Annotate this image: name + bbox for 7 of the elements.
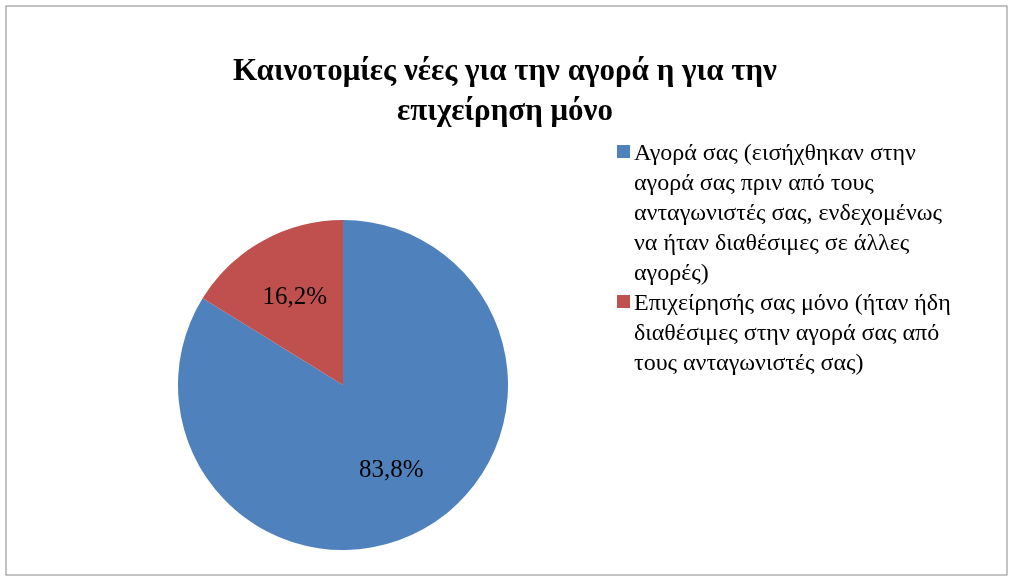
chart-title: Καινοτομίες νέες για την αγορά η για την επιχείρηση μόνο [233,52,778,127]
data-label: 83,8% [358,455,424,483]
legend-label: Επιχείρησής σας μόνο (ήταν ήδη διαθέσιμες στην αγορά σας από τους ανταγωνιστές σας) [634,289,951,375]
legend-label: Αγορά σας (εισήχθηκαν στην αγορά σας πριν από τους ανταγωνιστές σας, ενδεχομένως να ήταν διαθέσιμες σε άλλες αγορές) [634,139,943,285]
data-label: 16,2% [262,282,328,310]
pie-slice [178,220,508,550]
pie-slice [202,220,343,385]
